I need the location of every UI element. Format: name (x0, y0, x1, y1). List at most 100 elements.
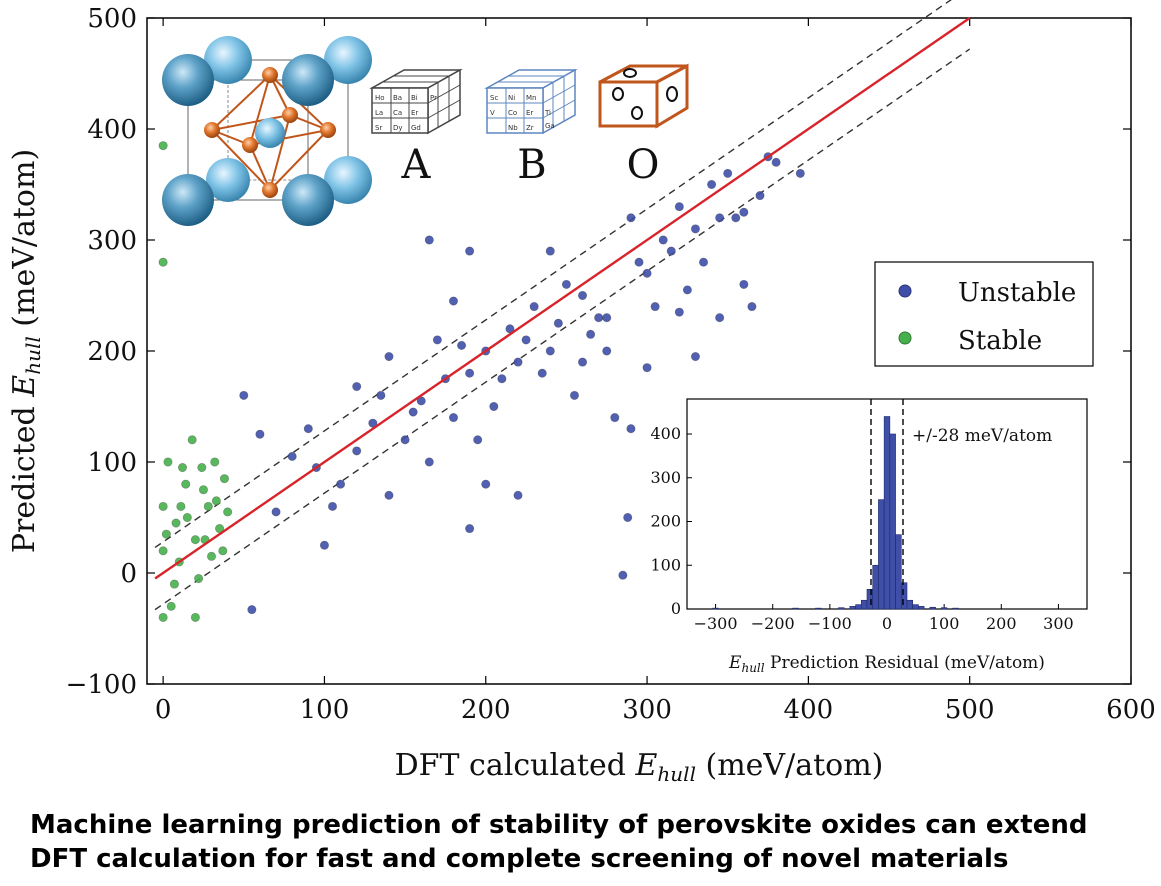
unstable-point (561, 279, 571, 289)
svg-text:Ho: Ho (375, 94, 385, 102)
unstable-point (465, 246, 475, 256)
stable-point (218, 546, 228, 556)
svg-text:V: V (490, 109, 495, 117)
stable-point (158, 257, 168, 267)
unstable-point (626, 213, 636, 223)
x-tick-label: 500 (945, 695, 995, 725)
error-band-lines (154, 0, 971, 611)
unstable-point (553, 318, 563, 328)
histogram-bar (878, 499, 885, 610)
y-tick-label: 300 (87, 226, 137, 256)
unstable-point (465, 368, 475, 378)
unstable-point (623, 512, 633, 523)
stable-point (158, 612, 168, 622)
legend-marker-unstable (898, 284, 912, 298)
unstable-point (658, 235, 668, 245)
unstable-point (545, 346, 555, 356)
stable-point (190, 535, 200, 545)
svg-text:Mn: Mn (526, 94, 536, 102)
x-tick-label: 0 (155, 695, 172, 725)
y-tick-label: 0 (120, 559, 137, 589)
unstable-point (465, 524, 475, 534)
stable-point (190, 612, 200, 622)
unstable-point (521, 335, 531, 345)
unstable-point (666, 246, 676, 256)
inset-x-tick-label: −100 (808, 614, 852, 633)
histogram-bar (906, 599, 914, 610)
svg-text:Bi: Bi (411, 94, 418, 102)
stable-point (158, 501, 168, 511)
stable-point (166, 601, 176, 611)
legend-box (874, 261, 1094, 367)
stable-point (171, 518, 181, 528)
histogram-bar (838, 607, 845, 610)
unstable-point (739, 207, 749, 217)
stable-point (210, 457, 220, 467)
unstable-point (698, 257, 709, 267)
unstable-point (376, 390, 386, 400)
x-tick-label: 600 (1106, 695, 1156, 725)
unstable-point (610, 413, 620, 423)
legend: Unstable Stable (874, 261, 1094, 367)
histogram-bar (889, 433, 896, 610)
inset-y-tick-label: 0 (671, 599, 681, 618)
unstable-point (586, 329, 596, 339)
oxygen-site-die-icon (598, 63, 689, 129)
stable-point (223, 507, 233, 517)
stable-point (187, 435, 197, 445)
unstable-point (577, 290, 588, 301)
inset-x-tick-label: 200 (986, 614, 1017, 633)
svg-text:Er: Er (411, 109, 418, 117)
unstable-point (513, 490, 523, 500)
unstable-point (247, 605, 257, 615)
unstable-point (336, 479, 346, 489)
histogram-bar (866, 589, 874, 610)
stable-point (219, 474, 229, 484)
stable-point (198, 485, 209, 495)
histogram-bar (872, 564, 879, 610)
histogram-bar (929, 606, 936, 610)
svg-text:Co: Co (508, 109, 517, 117)
svg-text:Dy: Dy (393, 124, 403, 132)
stable-point (182, 512, 192, 523)
error-band-line (154, 48, 971, 611)
fit-line (154, 17, 971, 580)
unstable-point (513, 357, 523, 367)
unstable-point (715, 313, 725, 323)
unstable-point (481, 479, 491, 489)
unstable-point (682, 285, 692, 295)
unstable-point (690, 351, 701, 362)
unstable-point (545, 246, 555, 256)
unstable-point (352, 446, 362, 456)
y-tick-label: −100 (66, 670, 137, 700)
fit-line-segment (154, 17, 971, 580)
unstable-point (255, 429, 265, 439)
unstable-point (723, 168, 733, 178)
histogram-bar (815, 607, 822, 610)
unit-cell-icon (162, 36, 372, 226)
b-site-label: B (517, 142, 546, 188)
unstable-point (473, 435, 483, 445)
unstable-point (448, 296, 459, 306)
histogram-bar (952, 607, 959, 610)
histogram-bars (712, 416, 959, 610)
inset-annotation: +/-28 meV/atom (912, 426, 1052, 446)
stable-point (211, 496, 221, 506)
svg-text:Ga: Ga (545, 122, 555, 130)
unstable-point (239, 390, 249, 400)
unstable-point (602, 313, 612, 323)
perovskite-structure-illustration: Ho Ba Bi La Ca Er Pr Sr Dy Gd Ni Mn (162, 36, 689, 226)
svg-text:Ba: Ba (393, 94, 402, 102)
svg-text:Sr: Sr (375, 124, 382, 132)
svg-text:Ni: Ni (508, 94, 515, 102)
stable-point (158, 141, 168, 151)
unstable-point (303, 424, 313, 434)
histogram-bar (883, 416, 891, 610)
scatter-points (158, 141, 805, 622)
unstable-point (457, 340, 467, 350)
unstable-point (747, 302, 757, 312)
svg-text:Ti: Ti (544, 109, 551, 117)
unstable-point (771, 157, 781, 167)
inset-histogram: −300 −200 −100 0 100 200 300 0 100 200 300 400 +/-2… (650, 398, 1088, 675)
